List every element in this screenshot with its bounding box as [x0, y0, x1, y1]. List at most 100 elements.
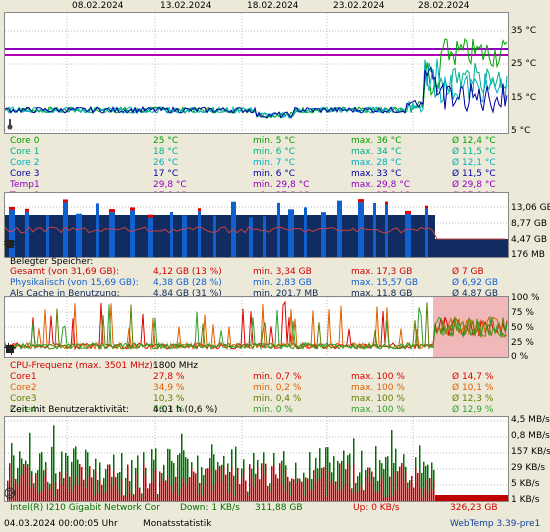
- upload-bar: [161, 481, 163, 501]
- download-bar: [375, 446, 377, 501]
- upload-bar: [201, 496, 203, 501]
- upload-bar: [257, 467, 259, 501]
- net-axis-label: 5 KB/s: [511, 479, 540, 489]
- download-bar: [403, 454, 405, 501]
- legend-min: min. 3,34 GB: [253, 267, 312, 277]
- download-bar: [53, 425, 55, 501]
- upload-bar: [193, 471, 195, 501]
- upload-bar: [151, 482, 153, 501]
- upload-bar: [129, 492, 131, 501]
- download-bar: [121, 453, 123, 501]
- legend-name: Temp1: [10, 180, 40, 190]
- upload-bar: [287, 476, 289, 501]
- download-bar: [137, 455, 139, 501]
- legend-avg: Ø 11,5 °C: [452, 147, 496, 157]
- legend-cur: 34,9 %: [153, 383, 185, 393]
- upload-bar: [293, 479, 295, 501]
- upload-bar: [271, 466, 273, 501]
- cpu-frequency-value: 1800 MHz: [153, 361, 199, 371]
- download-bar: [167, 448, 169, 501]
- download-bar: [181, 433, 183, 501]
- legend-min: min. 0,7 %: [253, 372, 302, 382]
- upload-bar: [93, 495, 95, 501]
- activity-row: Zeit mit Benutzeraktivität: 4:01 h (0,6 …: [10, 405, 550, 415]
- upload-bar: [127, 464, 129, 501]
- legend-cur: 4,84 GB (31 %): [153, 289, 222, 299]
- upload-bar: [323, 467, 325, 501]
- download-bar: [303, 472, 305, 501]
- legend-avg: Ø 7 GB: [452, 267, 484, 277]
- upload-bar: [341, 489, 343, 501]
- upload-bar: [269, 491, 271, 501]
- upload-bar: [235, 478, 237, 501]
- download-bar: [211, 444, 213, 501]
- upload-bar: [309, 489, 311, 501]
- upload-bar: [371, 471, 373, 501]
- upload-bar: [245, 480, 247, 501]
- cpu-frequency-row: CPU-Frequenz (max. 3501 MHz): 1800 MHz: [10, 361, 550, 371]
- upload-bar: [237, 467, 239, 501]
- upload-bar: [369, 482, 371, 501]
- date-label: 28.02.2024: [418, 1, 470, 11]
- upload-bar: [401, 463, 403, 501]
- upload-bar: [63, 478, 65, 501]
- download-bar: [197, 455, 199, 501]
- upload-bar: [411, 475, 413, 501]
- network-adapter: Intel(R) I210 Gigabit Network Cor: [10, 503, 160, 513]
- upload-bar: [83, 479, 85, 501]
- legend-min: min. 5 °C: [253, 136, 296, 146]
- upload-bar: [7, 480, 9, 501]
- upload-bar: [79, 464, 81, 501]
- thermometer-icon: [7, 119, 13, 130]
- upload-bar: [379, 480, 381, 501]
- upload-bar: [393, 471, 395, 501]
- upload-bar: [21, 474, 23, 501]
- upload-bar: [373, 491, 375, 501]
- legend-cur: 10,3 %: [153, 394, 185, 404]
- download-bar: [61, 451, 63, 501]
- download-bar: [11, 443, 13, 501]
- upload-bar: [423, 488, 425, 501]
- download-bar: [325, 447, 327, 501]
- upload-bar: [397, 471, 399, 501]
- upload-bar: [221, 481, 223, 501]
- legend-max: max. 100 %: [351, 372, 405, 382]
- upload-bar: [255, 476, 257, 501]
- physical-bar: [277, 202, 280, 257]
- physical-bar: [263, 216, 266, 257]
- upload-bar: [251, 477, 253, 501]
- legend-max: max. 15,57 GB: [351, 278, 419, 288]
- upload-bar: [187, 478, 189, 501]
- upload-bar: [141, 497, 143, 501]
- network-down: Down: 1 KB/s: [180, 503, 240, 513]
- upload-bar: [297, 478, 299, 501]
- activity-label: Zeit mit Benutzeraktivität:: [10, 405, 130, 415]
- upload-bar: [177, 495, 179, 501]
- legend-min: min. 2,83 GB: [253, 278, 312, 288]
- upload-bar: [43, 476, 45, 501]
- upload-bar: [413, 487, 415, 501]
- upload-bar: [387, 495, 389, 501]
- upload-bar: [55, 481, 57, 501]
- legend-row: Gesamt (von 31,69 GB): 4,12 GB (13 %) min.…: [10, 267, 550, 277]
- total-peak: [358, 199, 364, 203]
- upload-bar: [317, 478, 319, 501]
- physical-bar: [405, 213, 411, 257]
- footer-version[interactable]: WebTemp 3.39-pre1: [450, 519, 541, 529]
- net-axis-label: 157 KB/s: [511, 447, 550, 457]
- upload-bar: [273, 465, 275, 501]
- legend-name: Gesamt (von 31,69 GB):: [10, 267, 120, 277]
- upload-bar: [395, 491, 397, 501]
- download-bar: [253, 452, 255, 501]
- upload-bar: [291, 478, 293, 501]
- cpu-graph: [4, 296, 509, 358]
- upload-bar: [203, 485, 205, 501]
- total-peak: [109, 209, 115, 213]
- upload-bar: [419, 487, 421, 501]
- download-bar: [395, 448, 397, 501]
- physical-bar: [46, 215, 49, 257]
- upload-bar: [157, 497, 159, 501]
- upload-bar: [409, 482, 411, 501]
- upload-bar: [99, 479, 101, 501]
- download-bar: [171, 460, 173, 501]
